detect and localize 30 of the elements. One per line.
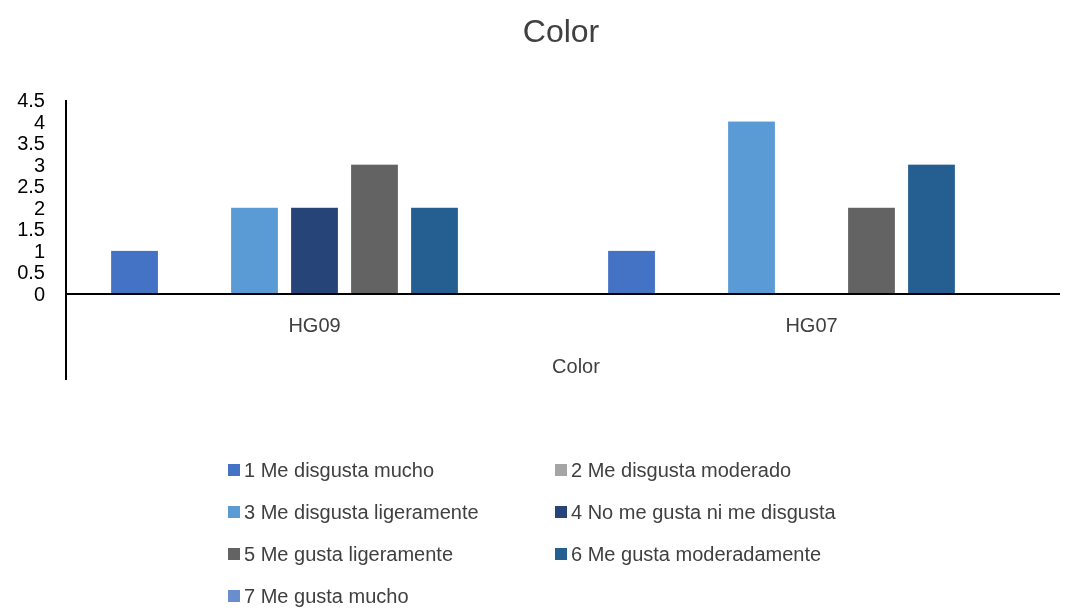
y-tick-label: 3 <box>33 153 45 176</box>
y-tick-label: 2.5 <box>17 175 45 198</box>
bar <box>608 250 655 294</box>
y-tick-label: 4 <box>33 110 45 133</box>
x-axis-title: Color <box>552 355 601 377</box>
bar <box>908 164 955 294</box>
bar <box>411 207 458 294</box>
y-tick-label: 4.5 <box>17 89 45 111</box>
legend-label: 2 Me disgusta moderado <box>571 459 792 481</box>
legend-label: 5 Me gusta ligeramente <box>244 543 454 565</box>
x-tick-label: HG07 <box>785 314 838 336</box>
legend-label: 1 Me disgusta mucho <box>244 459 435 481</box>
bar <box>231 207 278 294</box>
x-tick-label: HG09 <box>288 314 341 336</box>
legend-label: 4 No me gusta ni me disgusta <box>571 501 837 523</box>
bar <box>291 207 338 294</box>
bar <box>848 207 895 294</box>
y-tick-label: 0.5 <box>17 261 45 284</box>
y-tick-label: 0 <box>33 283 45 305</box>
legend-label: 6 Me gusta moderadamente <box>571 543 822 565</box>
chart-title: Color <box>522 13 600 49</box>
bar <box>111 250 158 294</box>
legend-label: 7 Me gusta mucho <box>244 585 409 607</box>
bar <box>728 121 775 294</box>
y-tick-label: 1.5 <box>17 218 45 241</box>
y-tick-label: 3.5 <box>17 132 45 155</box>
y-tick-label: 2 <box>33 196 45 219</box>
legend-label: 3 Me disgusta ligeramente <box>244 501 479 523</box>
bar <box>351 164 398 294</box>
y-tick-label: 1 <box>33 239 45 262</box>
